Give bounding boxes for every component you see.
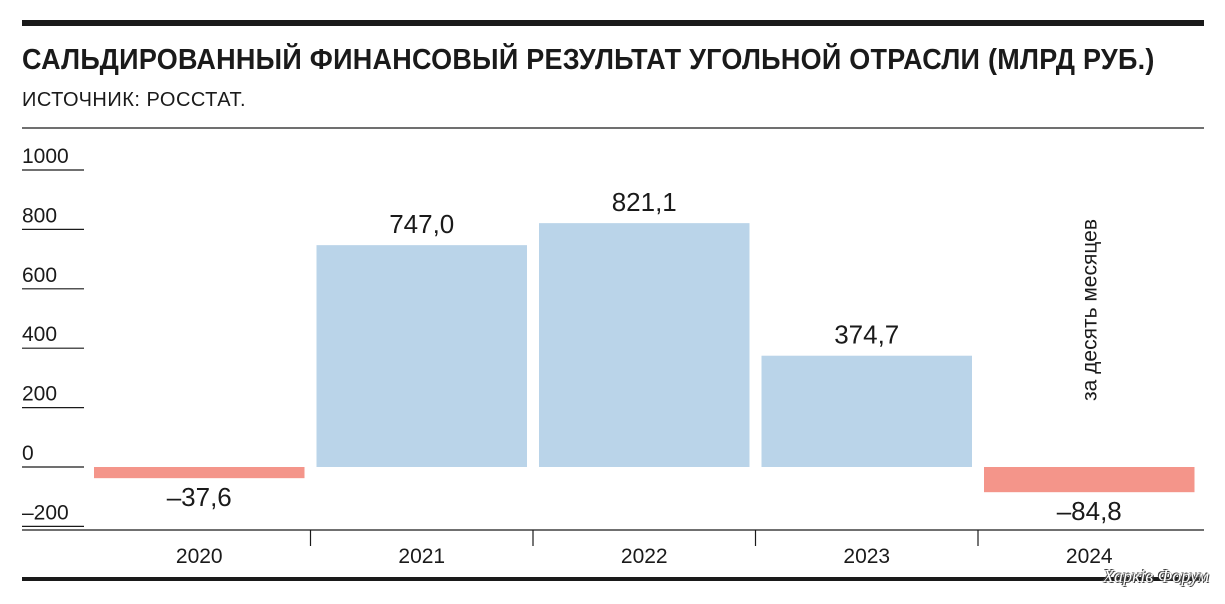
chart-title: САЛЬДИРОВАННЫЙ ФИНАНСОВЫЙ РЕЗУЛЬТАТ УГОЛ… [22, 44, 1155, 76]
y-tick-label: 200 [22, 383, 57, 406]
bar [316, 245, 527, 467]
annotation-label: за десять месяцев [1078, 219, 1101, 401]
x-tick-label: 2021 [398, 545, 445, 568]
y-tick-label: 400 [22, 323, 57, 346]
y-tick-label: 0 [22, 442, 34, 465]
x-tick-label: 2023 [843, 545, 890, 568]
bar [984, 467, 1195, 493]
data-label: 821,1 [612, 187, 677, 217]
y-tick-label: 1000 [22, 145, 69, 168]
bar [761, 355, 972, 467]
bottom-rule [22, 577, 1204, 581]
source-note: ИСТОЧНИК: РОССТАТ. [22, 89, 247, 111]
bar [94, 467, 305, 479]
x-tick-label: 2024 [1066, 545, 1113, 568]
data-label: 747,0 [389, 209, 454, 239]
y-tick-label: 800 [22, 204, 57, 227]
x-tick-label: 2022 [621, 545, 668, 568]
y-tick-label: 600 [22, 264, 57, 287]
data-label: –37,6 [167, 482, 232, 512]
watermark: Харків Форум [1103, 566, 1209, 586]
data-label: 374,7 [834, 320, 899, 350]
top-rule [22, 20, 1204, 26]
data-label: –84,8 [1057, 496, 1122, 526]
y-tick-label: –200 [22, 501, 69, 524]
x-tick-label: 2020 [176, 545, 223, 568]
bar [539, 223, 750, 467]
